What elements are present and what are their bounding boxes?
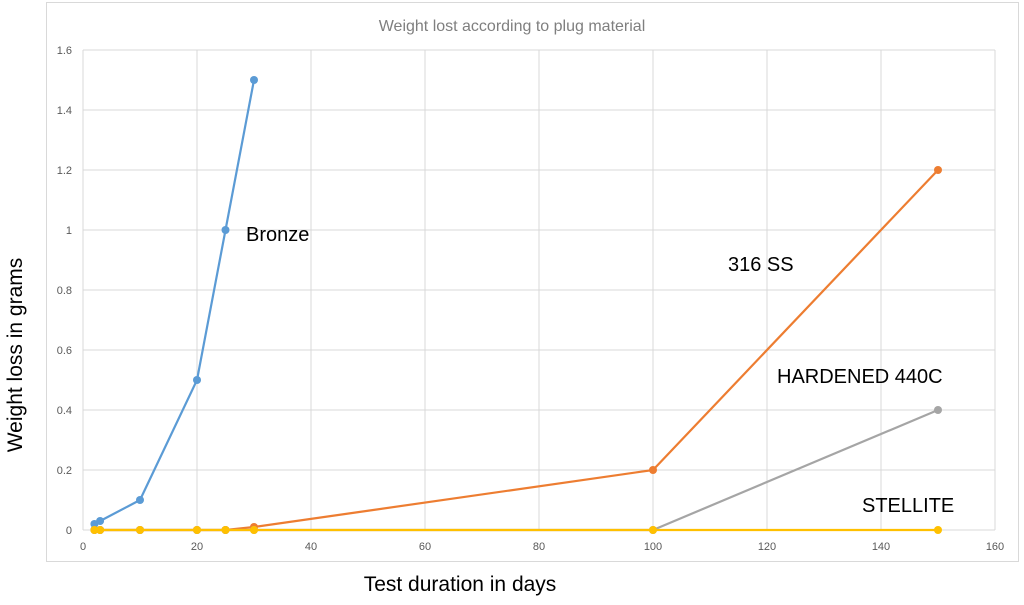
y-tick-label: 1.4: [57, 105, 72, 117]
data-point-bronze: [221, 226, 230, 234]
data-point-stellite: [221, 526, 230, 534]
data-point-stellite: [193, 526, 201, 534]
chart-frame: [46, 2, 1019, 562]
y-tick-label: 0: [66, 525, 72, 537]
y-tick-label: 0.8: [57, 285, 72, 297]
data-point-stellite: [250, 526, 258, 534]
y-tick-label: 0.4: [57, 405, 72, 417]
chart-title: Weight lost according to plug material: [378, 18, 646, 35]
y-tick-label: 1: [66, 225, 72, 237]
series-label-stellite: STELLITE: [862, 495, 954, 517]
x-tick-label: 160: [986, 541, 1004, 553]
data-point-stellite: [934, 526, 942, 534]
y-tick-label: 0.2: [57, 465, 72, 477]
data-point-bronze: [250, 76, 258, 84]
data-point-bronze: [96, 517, 105, 525]
data-point-stellite: [136, 526, 144, 534]
y-tick-label: 1.2: [57, 165, 72, 177]
y-tick-label: 0.6: [57, 345, 72, 357]
series-label-316-ss: 316 SS: [728, 254, 794, 276]
x-tick-label: 0: [80, 541, 86, 553]
series-label-bronze: Bronze: [246, 224, 309, 246]
data-point-316-ss: [934, 166, 942, 174]
data-point-stellite: [90, 526, 99, 534]
data-point-hardened-440c: [934, 406, 942, 414]
data-point-stellite: [96, 526, 105, 534]
data-point-316-ss: [649, 466, 657, 474]
series-label-hardened-440c: HARDENED 440C: [777, 366, 943, 388]
x-tick-label: 20: [191, 541, 203, 553]
y-tick-label: 1.6: [57, 45, 72, 57]
x-axis-label: Test duration in days: [363, 573, 557, 596]
data-point-bronze: [193, 376, 201, 384]
x-tick-label: 120: [758, 541, 776, 553]
data-point-bronze: [136, 496, 144, 504]
x-tick-label: 40: [305, 541, 317, 553]
x-tick-label: 140: [872, 541, 890, 553]
data-point-stellite: [649, 526, 657, 534]
x-tick-label: 80: [533, 541, 545, 553]
x-tick-label: 60: [419, 541, 431, 553]
x-tick-label: 100: [644, 541, 662, 553]
series-line-bronze: [93, 79, 256, 525]
